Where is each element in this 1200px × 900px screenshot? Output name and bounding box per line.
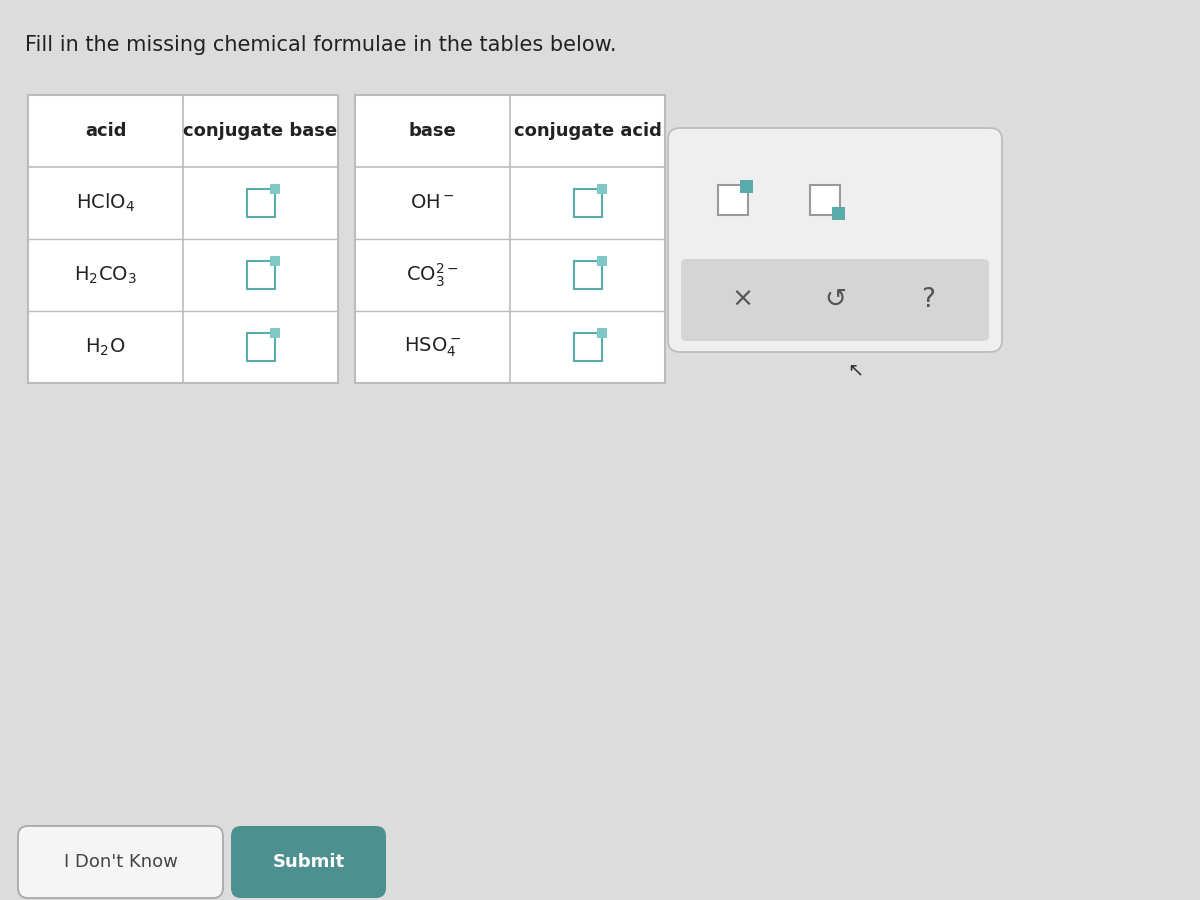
Text: ↖: ↖ bbox=[847, 361, 863, 380]
FancyBboxPatch shape bbox=[682, 259, 989, 341]
Bar bbox=[574, 261, 601, 289]
Text: HClO$_4$: HClO$_4$ bbox=[76, 192, 136, 214]
Bar bbox=[28, 95, 338, 383]
Bar bbox=[596, 328, 606, 338]
Text: HSO$_4^-$: HSO$_4^-$ bbox=[404, 335, 461, 359]
Text: ×: × bbox=[731, 287, 754, 313]
Bar bbox=[270, 184, 280, 194]
Bar bbox=[832, 207, 845, 220]
Bar bbox=[270, 256, 280, 266]
Text: ↺: ↺ bbox=[824, 287, 846, 313]
FancyBboxPatch shape bbox=[668, 128, 1002, 352]
Bar bbox=[574, 333, 601, 361]
Text: OH$^-$: OH$^-$ bbox=[410, 194, 455, 212]
Bar bbox=[810, 185, 840, 215]
Bar bbox=[596, 184, 606, 194]
Bar bbox=[246, 333, 275, 361]
Text: I Don't Know: I Don't Know bbox=[64, 853, 178, 871]
Bar bbox=[246, 261, 275, 289]
Bar bbox=[246, 189, 275, 217]
Text: base: base bbox=[409, 122, 456, 140]
Text: Fill in the missing chemical formulae in the tables below.: Fill in the missing chemical formulae in… bbox=[25, 35, 617, 55]
Bar bbox=[718, 185, 748, 215]
Text: CO$_3^{2-}$: CO$_3^{2-}$ bbox=[407, 261, 458, 289]
Text: conjugate acid: conjugate acid bbox=[514, 122, 661, 140]
Bar bbox=[270, 328, 280, 338]
Bar bbox=[355, 95, 665, 383]
Bar bbox=[596, 256, 606, 266]
Text: conjugate base: conjugate base bbox=[184, 122, 337, 140]
Text: H$_2$O: H$_2$O bbox=[85, 337, 126, 357]
FancyBboxPatch shape bbox=[18, 826, 223, 898]
Bar bbox=[574, 189, 601, 217]
Text: H$_2$CO$_3$: H$_2$CO$_3$ bbox=[74, 265, 137, 285]
Bar bbox=[740, 180, 754, 193]
FancyBboxPatch shape bbox=[230, 826, 386, 898]
Text: Submit: Submit bbox=[272, 853, 344, 871]
Text: acid: acid bbox=[85, 122, 126, 140]
Text: ?: ? bbox=[922, 287, 935, 313]
